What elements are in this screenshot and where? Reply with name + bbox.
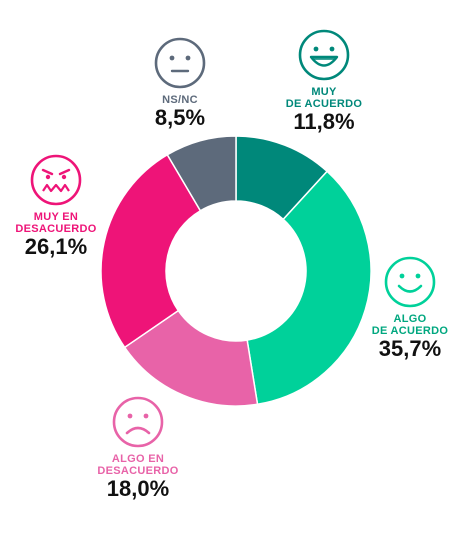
big-smile-face-icon: [298, 29, 350, 81]
slice-label-muy-de-acuerdo: MUY DE ACUERDO 11,8%: [255, 28, 393, 134]
slice-label-algo-en-desacuerdo: ALGO EN DESACUERDO 18,0%: [72, 395, 204, 501]
category-label: ALGO DE ACUERDO: [371, 313, 449, 337]
angry-face-icon: [30, 154, 82, 206]
percent-value: 18,0%: [106, 476, 170, 501]
category-label: MUY EN DESACUERDO: [15, 211, 97, 235]
slice-label-ns-nc: NS/NC 8,5%: [130, 36, 230, 130]
slice-label-algo-de-acuerdo: ALGO DE ACUERDO 35,7%: [349, 255, 471, 361]
donut-slice-1: [246, 170, 372, 406]
donut-slice-3: [100, 153, 202, 349]
category-label: NS/NC: [162, 94, 198, 106]
category-label: ALGO EN DESACUERDO: [97, 453, 179, 477]
smile-face-icon: [384, 256, 436, 308]
slice-label-muy-en-desacuerdo: MUY EN DESACUERDO 26,1%: [0, 153, 112, 259]
neutral-face-icon: [154, 37, 206, 89]
percent-value: 8,5%: [154, 105, 206, 130]
percent-value: 11,8%: [293, 109, 355, 134]
percent-value: 26,1%: [24, 234, 88, 259]
category-label: MUY DE ACUERDO: [285, 86, 363, 110]
percent-value: 35,7%: [378, 336, 442, 361]
sad-face-icon: [112, 396, 164, 448]
donut-slice-4: [166, 135, 237, 212]
